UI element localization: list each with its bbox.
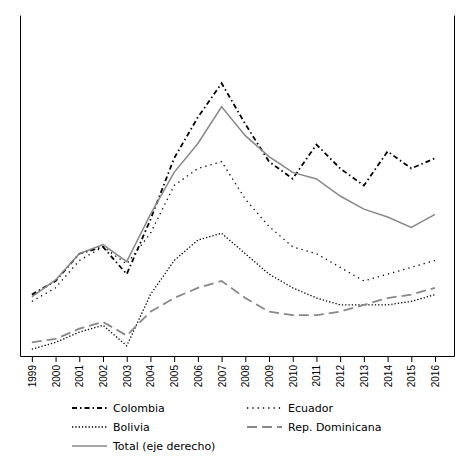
x-tick-mark bbox=[32, 356, 33, 362]
x-tick-label: 2006 bbox=[193, 365, 204, 388]
x-tick-label: 2009 bbox=[264, 365, 275, 388]
series-line bbox=[32, 83, 435, 294]
legend-swatch bbox=[247, 426, 282, 428]
x-tick: 2004 bbox=[145, 356, 156, 387]
x-tick-mark bbox=[293, 356, 294, 362]
x-tick: 2003 bbox=[122, 356, 133, 387]
series-line bbox=[32, 233, 435, 349]
legend: Colombia Ecuador Bolivia Rep. Dominicana Tot… bbox=[72, 402, 381, 453]
x-tick: 2007 bbox=[217, 356, 228, 387]
legend-item: Bolivia bbox=[72, 421, 150, 434]
x-tick-label: 2012 bbox=[335, 365, 346, 388]
x-tick: 2014 bbox=[383, 356, 394, 387]
x-tick-label: 2000 bbox=[51, 365, 62, 388]
x-tick-label: 2010 bbox=[288, 365, 299, 388]
x-tick-mark bbox=[103, 356, 104, 362]
x-tick-label: 2016 bbox=[430, 365, 441, 388]
x-tick-mark bbox=[388, 356, 389, 362]
x-tick-mark bbox=[56, 356, 57, 362]
lines bbox=[32, 83, 435, 349]
legend-label: Colombia bbox=[113, 402, 165, 415]
x-tick-label: 2015 bbox=[406, 365, 417, 388]
x-tick-mark bbox=[222, 356, 223, 362]
legend-swatch bbox=[247, 407, 282, 408]
series-line bbox=[32, 162, 435, 302]
x-tick-label: 2001 bbox=[74, 365, 85, 388]
legend-item: Colombia bbox=[72, 402, 165, 415]
x-tick-mark bbox=[198, 356, 199, 362]
x-tick: 2005 bbox=[169, 356, 180, 387]
x-tick-label: 2008 bbox=[240, 365, 251, 388]
legend-label: Rep. Dominicana bbox=[288, 421, 381, 434]
x-tick-label: 1999 bbox=[27, 365, 38, 388]
x-tick: 2010 bbox=[288, 356, 299, 387]
legend-item: Total (eje derecho) bbox=[72, 440, 215, 453]
x-tick: 2009 bbox=[264, 356, 275, 387]
legend-item: Rep. Dominicana bbox=[247, 421, 381, 434]
y2-axis bbox=[454, 16, 455, 357]
x-tick-label: 2003 bbox=[122, 365, 133, 388]
x-tick: 2011 bbox=[311, 356, 322, 387]
x-tick-mark bbox=[269, 356, 270, 362]
y-axis-line bbox=[20, 16, 21, 357]
x-tick-mark bbox=[150, 356, 151, 362]
x-tick: 2008 bbox=[240, 356, 251, 387]
plot: 1999 2000 2001 2002 2003 2004 2005 2006 2007 2008… bbox=[21, 16, 455, 388]
x-tick-label: 2014 bbox=[383, 365, 394, 388]
legend-label: Total (eje derecho) bbox=[112, 440, 215, 453]
x-tick-mark bbox=[79, 356, 80, 362]
legend-label: Bolivia bbox=[113, 421, 150, 434]
x-axis: 1999 2000 2001 2002 2003 2004 2005 2006 2007 2008… bbox=[21, 356, 455, 387]
x-tick-mark bbox=[245, 356, 246, 362]
x-tick-label: 2005 bbox=[169, 365, 180, 388]
legend-label: Ecuador bbox=[288, 402, 333, 415]
y2-axis-line bbox=[454, 16, 455, 357]
x-tick-label: 2013 bbox=[359, 365, 370, 388]
x-tick-mark bbox=[174, 356, 175, 362]
x-tick: 2015 bbox=[406, 356, 417, 387]
x-axis-line bbox=[21, 356, 455, 357]
x-tick-label: 2004 bbox=[145, 365, 156, 388]
legend-swatch bbox=[72, 407, 107, 409]
x-tick-mark bbox=[340, 356, 341, 362]
x-tick-mark bbox=[364, 356, 365, 362]
x-tick-mark bbox=[316, 356, 317, 362]
x-tick: 1999 bbox=[27, 356, 38, 387]
x-tick: 2001 bbox=[74, 356, 85, 387]
legend-item: Ecuador bbox=[247, 402, 333, 415]
x-tick: 2002 bbox=[98, 356, 109, 387]
x-tick: 2006 bbox=[193, 356, 204, 387]
x-tick-label: 2002 bbox=[98, 365, 109, 388]
series-line bbox=[32, 107, 435, 297]
x-tick-mark bbox=[411, 356, 412, 362]
chart: 1999 2000 2001 2002 2003 2004 2005 2006 2007 2008… bbox=[0, 0, 474, 474]
x-tick: 2013 bbox=[359, 356, 370, 387]
series-line bbox=[32, 281, 435, 342]
legend-swatch bbox=[72, 426, 107, 427]
x-tick-label: 2011 bbox=[311, 365, 322, 387]
x-tick-mark bbox=[435, 356, 436, 362]
x-tick: 2012 bbox=[335, 356, 346, 387]
x-tick: 2000 bbox=[51, 356, 62, 387]
x-tick-mark bbox=[127, 356, 128, 362]
x-tick: 2016 bbox=[430, 356, 441, 387]
legend-swatch bbox=[72, 445, 107, 447]
y-axis bbox=[20, 16, 21, 357]
x-tick-label: 2007 bbox=[217, 365, 228, 388]
